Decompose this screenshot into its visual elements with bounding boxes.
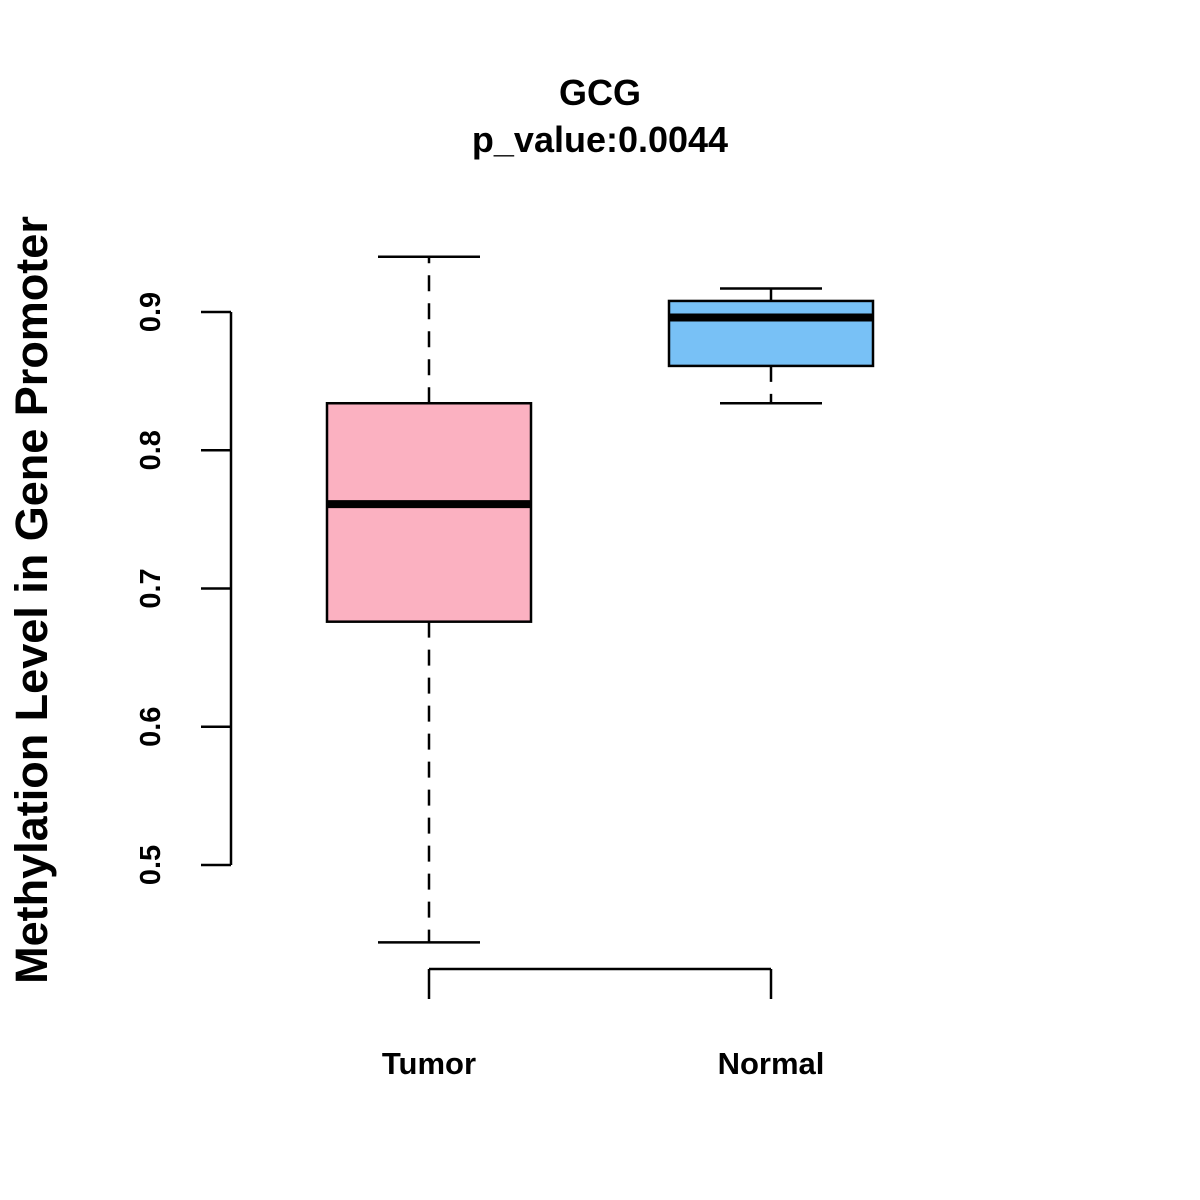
box-normal: [667, 299, 875, 368]
x-tick-label: Normal: [718, 1046, 825, 1081]
chart-subtitle: p_value:0.0044: [472, 119, 728, 160]
y-tick-label: 0.6: [135, 707, 167, 747]
y-tick-label: 0.7: [135, 568, 167, 608]
box-group: [325, 255, 875, 944]
y-tick-label: 0.8: [135, 430, 167, 470]
chart-title: GCG: [559, 72, 641, 113]
y-tick-label: 0.5: [135, 845, 167, 885]
y-tick-label: 0.9: [135, 292, 167, 332]
x-tick-label: Tumor: [382, 1046, 476, 1081]
x-axis: Tumor Normal: [382, 967, 825, 1081]
box-tumor: [325, 401, 533, 623]
y-axis-label: Methylation Level in Gene Promoter: [6, 216, 57, 984]
y-axis: 0.5 0.6 0.7 0.8 0.9: [135, 292, 233, 885]
